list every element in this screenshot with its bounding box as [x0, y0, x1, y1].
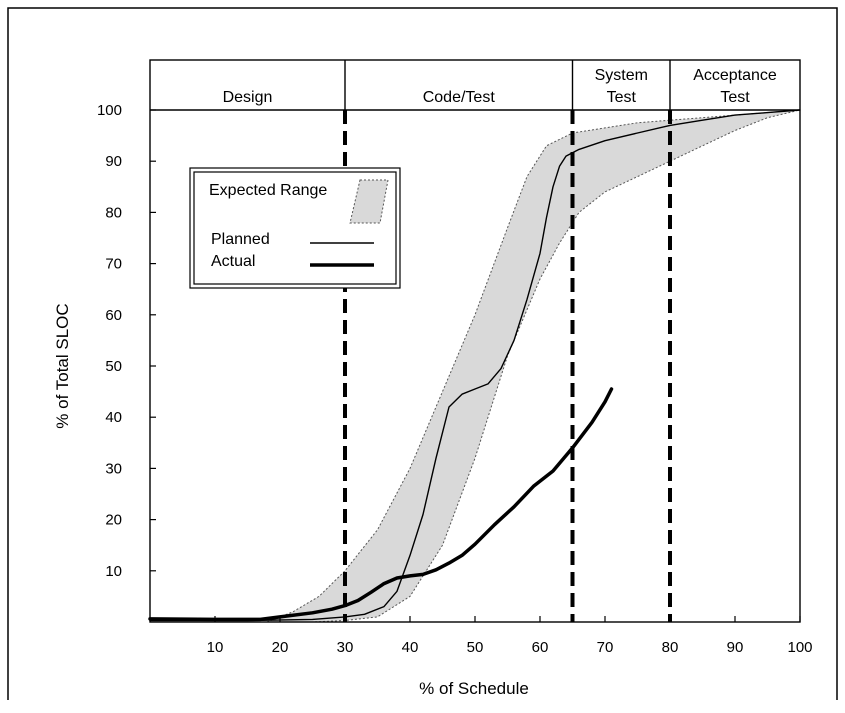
phase-label: Acceptance: [693, 67, 777, 84]
x-tick-label: 70: [597, 639, 614, 656]
y-tick-label: 40: [105, 409, 122, 426]
phase-label: Test: [607, 89, 637, 106]
series-line-actual: [148, 387, 614, 622]
outer-frame: [7, 7, 838, 700]
expected-range-area: [267, 110, 800, 622]
phase-label: Code/Test: [423, 89, 496, 106]
phase-label: System: [595, 67, 648, 84]
x-tick-label: 50: [467, 639, 484, 656]
x-tick-label: 80: [662, 639, 679, 656]
phase-label: Design: [223, 89, 273, 106]
x-tick-label: 60: [532, 639, 549, 656]
y-tick-label: 90: [105, 153, 122, 170]
x-tick-label: 20: [272, 639, 289, 656]
y-tick-label: 30: [105, 460, 122, 477]
y-tick-label: 80: [105, 204, 122, 221]
legend-expected-range-swatch: [349, 179, 389, 224]
y-tick-label: 60: [105, 307, 122, 324]
y-tick-label: 10: [105, 563, 122, 580]
x-tick-label: 30: [337, 639, 354, 656]
legend-actual-label: Actual: [211, 253, 255, 270]
expected-range-lower-edge: [267, 109, 801, 623]
x-tick-label: 10: [207, 639, 224, 656]
x-axis-title: % of Schedule: [419, 679, 529, 698]
x-tick-label: 90: [727, 639, 744, 656]
x-tick-label: 100: [787, 639, 812, 656]
series-line-planned: [149, 109, 801, 622]
legend: Expected Range Planned Actual: [189, 167, 401, 289]
legend-box-inner: [193, 171, 397, 285]
series-layer: [148, 109, 801, 622]
phase-layer: Design Code/Test System Test Acceptance Test: [223, 60, 777, 622]
y-axis-title: % of Total SLOC: [53, 303, 72, 428]
legend-planned-label: Planned: [211, 231, 270, 248]
tick-layer: 10 20 30 40 50 60 70 80 90 100 10 20 30 40 50 60 70 80 90 1…: [97, 102, 813, 656]
y-tick-label: 70: [105, 256, 122, 273]
x-tick-label: 40: [402, 639, 419, 656]
y-tick-label: 20: [105, 512, 122, 529]
phase-label: Test: [720, 89, 750, 106]
y-tick-label: 100: [97, 102, 122, 119]
y-tick-label: 50: [105, 358, 122, 375]
legend-expected-range-label: Expected Range: [209, 182, 327, 199]
expected-range-layer: [266, 109, 801, 623]
